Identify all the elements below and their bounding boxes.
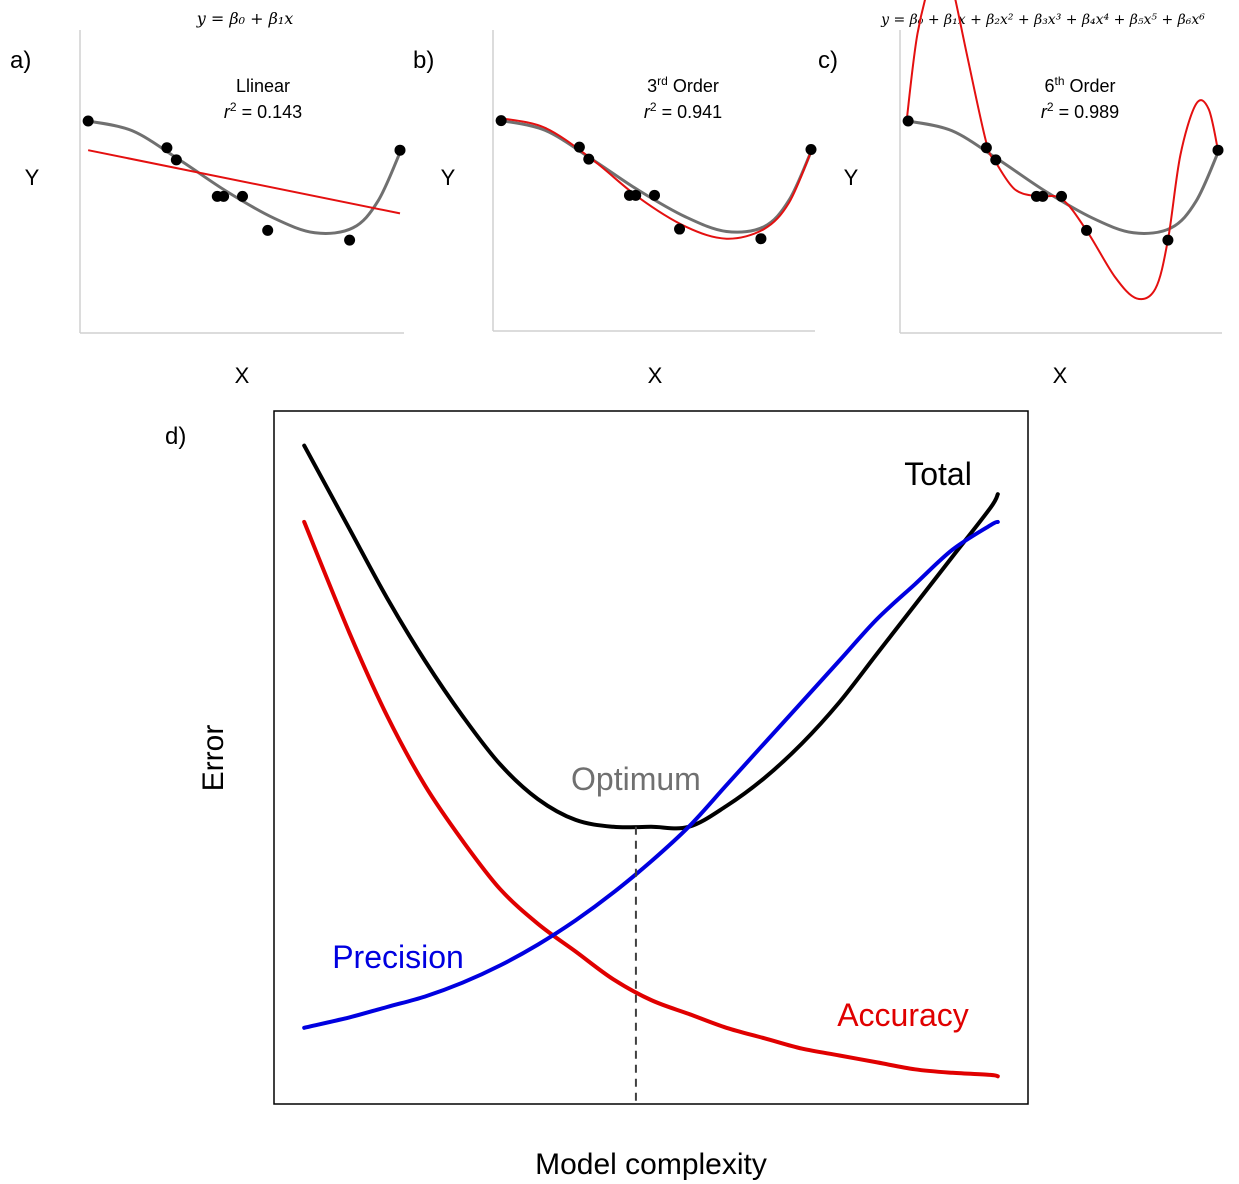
panel-b-data-point-2 — [573, 141, 585, 153]
panel-c-fit-curve — [905, 0, 1219, 301]
panel-a-r2-value: = 0.143 — [237, 102, 303, 122]
panel-c-r2: r2 = 0.989 — [1041, 100, 1119, 122]
panel-c-data-point-2 — [980, 142, 992, 154]
panel-a-fit-curve — [87, 149, 401, 215]
panel-d-label: d) — [165, 423, 186, 450]
panel-b-order-text: Order — [668, 76, 719, 96]
panel-d: d) Error Model complexity Total Accuracy P… — [165, 410, 1029, 1181]
panel-c-data-point-7 — [1081, 224, 1093, 236]
panel-a-data-point-1 — [82, 115, 94, 127]
accuracy-curve — [302, 519, 1000, 1079]
panel-a-data-point-5 — [218, 190, 230, 202]
panel-b: b) 3rd Order r2 = 0.941 Y X — [413, 30, 817, 388]
panel-a-data-point-9 — [394, 144, 406, 156]
panel-b-xlabel: X — [648, 363, 663, 388]
panel-b-label: b) — [413, 47, 434, 74]
panel-a-ylabel: Y — [25, 165, 40, 190]
panel-c-data-point-5 — [1037, 190, 1049, 202]
panel-d-ylabel: Error — [197, 725, 230, 792]
panel-b-data-point-6 — [649, 189, 660, 201]
panel-b-r2-value: = 0.941 — [657, 102, 723, 122]
panel-c-data-point-8 — [1162, 234, 1174, 246]
panel-c-order-text: Order — [1065, 76, 1116, 96]
total-curve — [302, 443, 1000, 831]
panel-b-order-number: 3 — [647, 76, 657, 96]
panel-b-data-point-5 — [630, 189, 642, 201]
panel-a-xlabel: X — [235, 363, 250, 388]
panel-c-plot — [899, 0, 1224, 334]
panel-c-r2-sup: 2 — [1047, 100, 1054, 114]
panel-b-data-point-8 — [755, 233, 767, 245]
panel-a-r2-symbol: r — [224, 102, 231, 122]
precision-label: Precision — [332, 939, 464, 975]
panel-a-true-curve — [87, 119, 402, 235]
panel-b-data-point-7 — [674, 223, 686, 235]
panel-c-equation: y = β₀ + β₁x + β₂x² + β₃x³ + β₄x⁴ + β₅x⁵… — [880, 12, 1205, 28]
panel-c-xlabel: X — [1053, 363, 1068, 388]
panel-c-r2-symbol: r — [1041, 102, 1048, 122]
panel-a-data-point-3 — [170, 154, 182, 166]
panel-b-ylabel: Y — [441, 165, 456, 190]
panel-b-data-point-9 — [805, 144, 817, 156]
panel-a-equation: y = β₀ + β₁x — [196, 9, 294, 28]
panel-d-frame — [273, 410, 1029, 1105]
panel-c-data-point-3 — [990, 154, 1002, 166]
accuracy-label: Accuracy — [837, 997, 969, 1033]
panel-a-data-point-8 — [344, 234, 356, 246]
panel-c-model-label: 6th Order — [1044, 74, 1115, 96]
panel-c-data-point-1 — [902, 115, 914, 127]
panel-a-data-point-7 — [262, 224, 274, 236]
panel-c-label: c) — [818, 47, 838, 74]
panel-b-order-sup: rd — [657, 74, 668, 88]
panel-c-ylabel: Y — [844, 165, 859, 190]
panel-c-true-curve — [907, 119, 1220, 235]
optimum-label: Optimum — [571, 761, 701, 797]
panel-a-data-point-6 — [237, 190, 248, 202]
panel-d-xlabel: Model complexity — [535, 1148, 767, 1181]
panel-c-r2-value: = 0.989 — [1054, 102, 1120, 122]
panel-a-r2-sup: 2 — [230, 100, 237, 114]
panel-c-order-number: 6 — [1044, 76, 1054, 96]
panel-b-r2-sup: 2 — [650, 100, 657, 114]
panel-d-plot: Total Accuracy Precision Optimum — [302, 443, 1000, 1104]
panel-b-r2-symbol: r — [644, 102, 651, 122]
panel-b-fit-curve — [500, 117, 812, 240]
panel-a: a) y = β₀ + β₁x Llinear r2 = 0.143 Y X — [10, 9, 406, 388]
panel-a-model-label: Llinear — [236, 76, 290, 96]
panel-c-data-point-9 — [1212, 144, 1224, 156]
total-label: Total — [904, 456, 972, 492]
panel-b-true-curve — [500, 119, 813, 234]
panel-a-label: a) — [10, 47, 31, 74]
panel-b-plot — [492, 30, 817, 332]
panel-a-data-point-2 — [161, 142, 173, 154]
panel-c-data-point-6 — [1056, 190, 1067, 202]
panel-c: c) y = β₀ + β₁x + β₂x² + β₃x³ + β₄x⁴ + β… — [818, 0, 1224, 388]
panel-c-order-sup: th — [1054, 74, 1064, 88]
panel-b-r2: r2 = 0.941 — [644, 100, 722, 122]
panel-a-plot — [79, 30, 406, 334]
panel-b-data-point-3 — [583, 153, 595, 165]
panel-b-data-point-1 — [495, 115, 507, 127]
precision-curve — [302, 519, 1000, 1030]
panel-b-model-label: 3rd Order — [647, 74, 719, 96]
panel-a-r2: r2 = 0.143 — [224, 100, 302, 122]
